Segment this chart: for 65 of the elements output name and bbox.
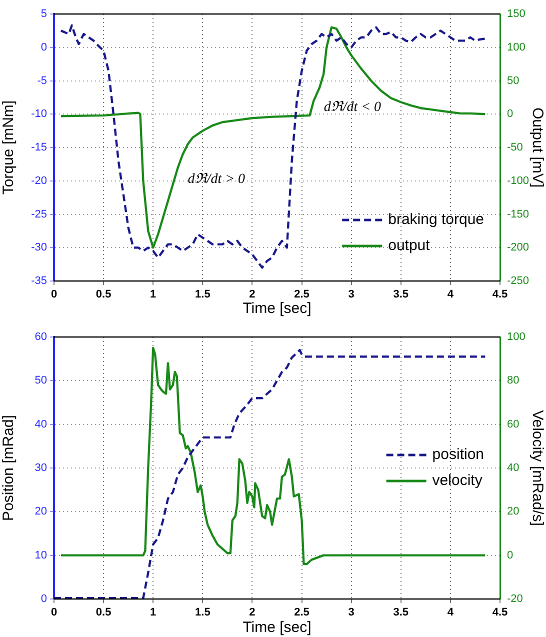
x-tick-label: 2.5 xyxy=(294,288,310,301)
x-tick-label: 4.5 xyxy=(492,288,508,301)
x-tick-label: 0 xyxy=(50,288,58,301)
y2-tick-label: 80 xyxy=(507,374,520,387)
y2-tick-label: -20 xyxy=(507,593,523,606)
y2-tick-label: 100 xyxy=(507,331,526,344)
x-tick-label: 1 xyxy=(150,288,156,301)
y2-tick-label: 0 xyxy=(507,108,514,120)
x-axis-title: Time [sec] xyxy=(242,619,312,636)
y2-axis-title: Output [mV] xyxy=(528,107,546,188)
annotation: dℜ/dt > 0 xyxy=(188,172,246,188)
y-tick-label: 10 xyxy=(34,549,47,562)
y-axis-title: Torque [mNm] xyxy=(0,100,18,195)
y-tick-label: -35 xyxy=(31,275,47,288)
legend-label: velocity xyxy=(432,472,483,490)
y-tick-label: 60 xyxy=(34,331,47,344)
y-tick-label: 30 xyxy=(34,462,47,474)
x-tick-label: 3 xyxy=(348,288,354,301)
y-tick-label: -15 xyxy=(31,142,47,154)
x-tick-label: 0.5 xyxy=(96,606,112,619)
y2-tick-label: 20 xyxy=(507,506,520,518)
x-tick-label: 2.5 xyxy=(294,606,310,619)
x-tick-label: 2 xyxy=(249,606,256,619)
x-tick-label: 4 xyxy=(447,606,454,619)
y-tick-label: -25 xyxy=(31,208,47,220)
y2-tick-label: -200 xyxy=(507,242,530,254)
x-tick-label: 1.5 xyxy=(195,288,210,301)
line-series xyxy=(54,349,486,599)
y-tick-label: 40 xyxy=(34,418,47,430)
y2-tick-label: -250 xyxy=(507,275,530,288)
legend-label: braking torque xyxy=(388,211,484,228)
x-tick-label: 2 xyxy=(249,288,256,301)
y2-axis-title: Velocity [mRad/s] xyxy=(528,410,546,526)
x-tick-label: 4 xyxy=(447,288,454,301)
y-tick-label: -10 xyxy=(31,108,47,120)
y-tick-label: 5 xyxy=(40,8,47,20)
y2-tick-label: 0 xyxy=(507,549,514,562)
y2-tick-label: 40 xyxy=(507,462,520,474)
y2-tick-label: 60 xyxy=(507,418,520,430)
y-tick-label: -20 xyxy=(31,174,47,187)
x-tick-label: 3 xyxy=(348,606,354,619)
x-tick-label: 1 xyxy=(150,606,156,619)
y2-tick-label: -150 xyxy=(507,208,530,220)
legend-label: output xyxy=(388,237,431,254)
legend-label: position xyxy=(432,446,484,464)
y-tick-label: -30 xyxy=(31,242,47,254)
y-tick-label: 20 xyxy=(34,506,47,518)
y2-tick-label: -100 xyxy=(507,174,530,187)
x-tick-label: 1.5 xyxy=(195,606,210,619)
x-tick-label: 3.5 xyxy=(393,288,409,301)
y-tick-label: -5 xyxy=(37,74,47,87)
y2-tick-label: 100 xyxy=(507,41,526,54)
x-tick-label: 0 xyxy=(50,606,58,619)
y2-tick-label: -50 xyxy=(507,142,523,154)
y-tick-label: 0 xyxy=(40,41,47,54)
y-tick-label: 0 xyxy=(40,593,47,606)
x-tick-label: 4.5 xyxy=(492,606,508,619)
x-axis-title: Time [sec] xyxy=(242,300,312,318)
y-tick-label: 50 xyxy=(34,374,47,387)
y2-tick-label: 150 xyxy=(507,8,526,20)
y2-tick-label: 50 xyxy=(507,74,520,87)
x-tick-label: 0.5 xyxy=(96,288,112,301)
x-tick-label: 3.5 xyxy=(393,606,409,619)
y-axis-title: Position [mRad] xyxy=(0,415,18,521)
annotation: dℜ/dt < 0 xyxy=(324,100,382,116)
